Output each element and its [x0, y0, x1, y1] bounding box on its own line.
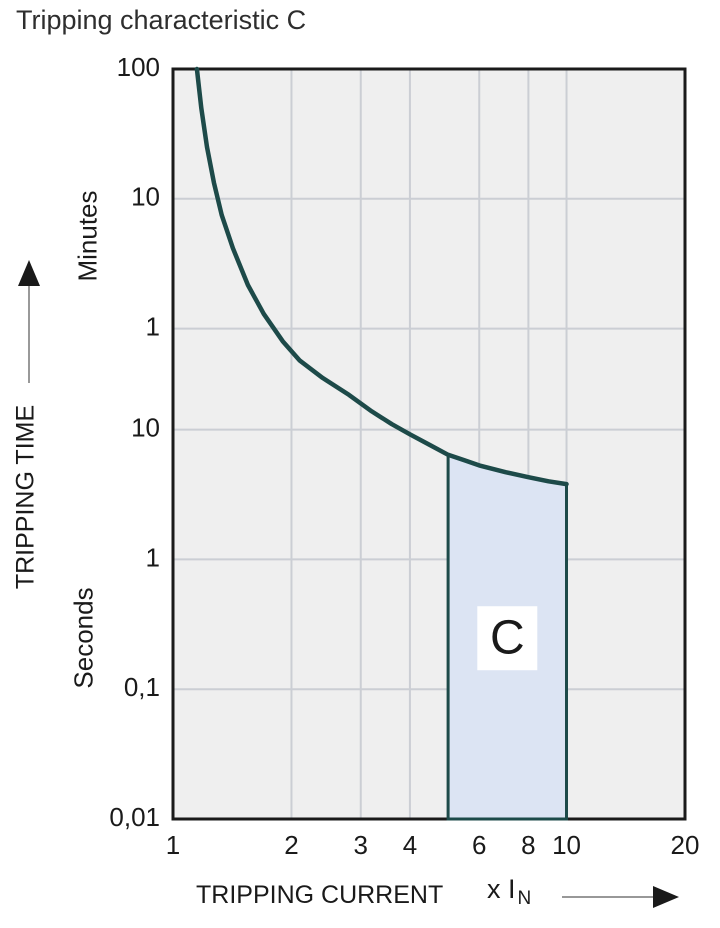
- y-tick-label: 1: [146, 542, 160, 572]
- x-axis-arrow-icon: [562, 886, 679, 908]
- x-tick-label: 3: [354, 830, 368, 860]
- x-tick-label: 6: [472, 830, 486, 860]
- x-tick-label: 4: [403, 830, 417, 860]
- region-label: C: [490, 612, 525, 665]
- x-tick-label: 10: [552, 830, 581, 860]
- y-tick-label: 1: [146, 311, 160, 341]
- y-tick-label: 10: [131, 182, 160, 212]
- y-axis-unit-minutes: Minutes: [72, 190, 103, 282]
- figure-title: Tripping characteristic C: [16, 5, 307, 35]
- x-axis-multiplier-subscript: N: [517, 888, 532, 909]
- x-axis-title: TRIPPING CURRENT: [196, 881, 444, 909]
- y-axis-arrow-icon: [18, 260, 40, 383]
- y-tick-label: 10: [131, 412, 160, 442]
- y-axis-unit-seconds: Seconds: [68, 587, 99, 689]
- y-tick-label: 0,01: [109, 802, 160, 832]
- x-axis-multiplier-prefix: x I: [487, 874, 516, 904]
- y-tick-label: 100: [117, 52, 160, 82]
- x-tick-label: 20: [671, 830, 700, 860]
- x-tick-label: 2: [284, 830, 298, 860]
- x-tick-label: 1: [166, 830, 180, 860]
- x-tick-label: 8: [521, 830, 535, 860]
- plot-frame: [171, 67, 687, 821]
- tripping-curve: [194, 66, 569, 487]
- y-tick-label: 0,1: [124, 672, 160, 702]
- y-axis-title: TRIPPING TIME: [11, 404, 40, 590]
- region-label-box: [477, 606, 538, 671]
